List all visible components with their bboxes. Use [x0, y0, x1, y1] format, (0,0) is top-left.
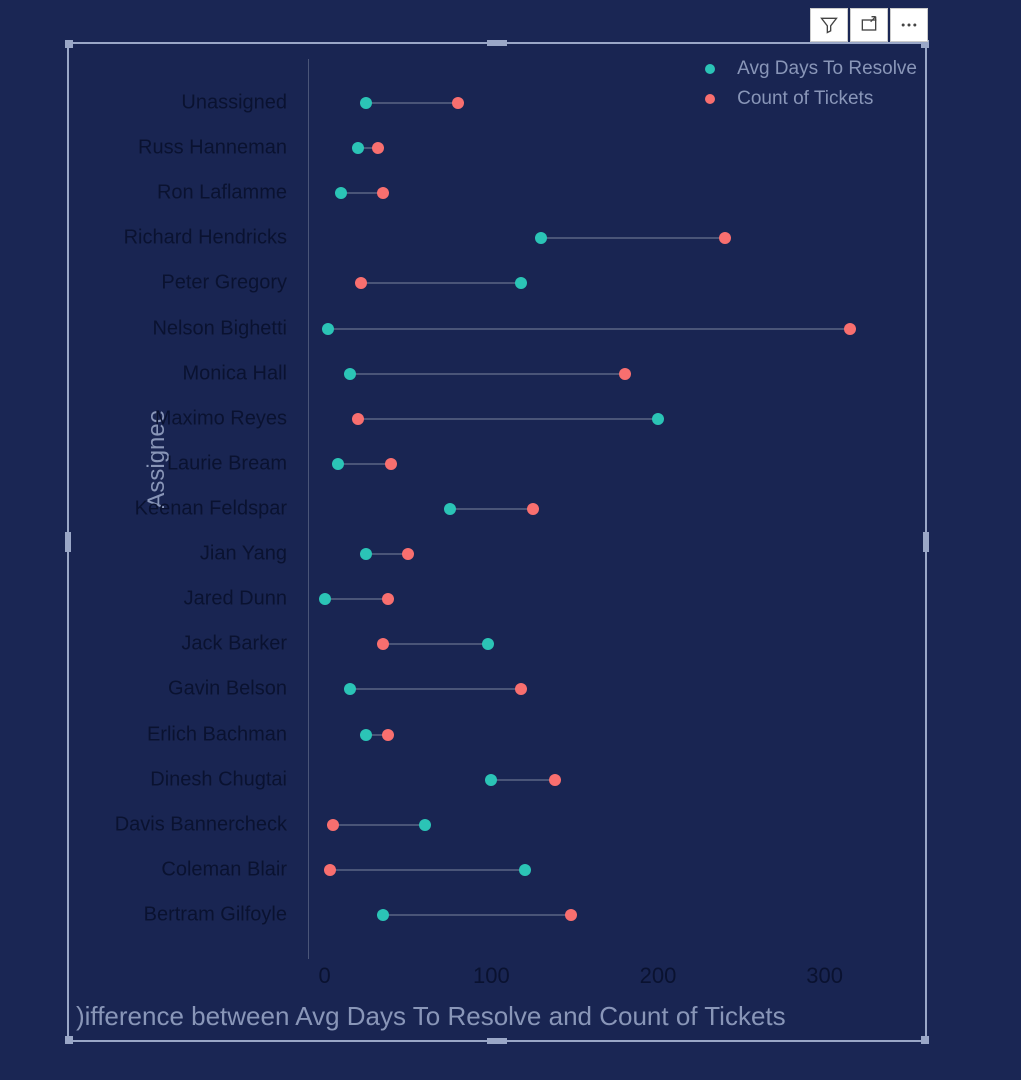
y-axis-label: Laurie Bream — [167, 452, 287, 475]
connector-line — [358, 418, 658, 420]
y-axis-label: Nelson Bighetti — [152, 317, 287, 340]
filter-icon — [819, 15, 839, 35]
x-axis-ticks: 0 100 200 300 — [308, 959, 908, 989]
dot-avg[interactable] — [335, 187, 347, 199]
more-options-button[interactable] — [890, 8, 928, 42]
connector-line — [325, 598, 388, 600]
dot-count[interactable] — [619, 368, 631, 380]
connector-line — [333, 824, 425, 826]
y-axis-label: Monica Hall — [183, 362, 287, 385]
dot-count[interactable] — [324, 864, 336, 876]
dot-count[interactable] — [382, 593, 394, 605]
dot-count[interactable] — [515, 683, 527, 695]
visual-toolbar — [810, 8, 928, 42]
dot-avg[interactable] — [482, 638, 494, 650]
dot-avg[interactable] — [344, 683, 356, 695]
dot-count[interactable] — [719, 232, 731, 244]
resize-handle-b[interactable] — [487, 1038, 507, 1044]
dot-count[interactable] — [355, 277, 367, 289]
resize-handle-t[interactable] — [487, 40, 507, 46]
dot-count[interactable] — [452, 97, 464, 109]
y-axis-label: Gavin Belson — [168, 678, 287, 701]
resize-handle-br[interactable] — [921, 1036, 929, 1044]
x-tick-label: 100 — [473, 963, 510, 989]
ellipsis-icon — [899, 15, 919, 35]
dot-avg[interactable] — [535, 232, 547, 244]
y-axis-label: Maximo Reyes — [155, 407, 287, 430]
y-axis-label: Jian Yang — [200, 543, 287, 566]
dot-avg[interactable] — [377, 909, 389, 921]
x-tick-label: 300 — [806, 963, 843, 989]
connector-line — [330, 869, 525, 871]
dot-avg[interactable] — [319, 593, 331, 605]
dot-avg[interactable] — [652, 413, 664, 425]
plot-area — [308, 59, 908, 959]
y-axis-label: Erlich Bachman — [147, 723, 287, 746]
dot-avg[interactable] — [444, 503, 456, 515]
y-axis-label: Coleman Blair — [161, 858, 287, 881]
dot-count[interactable] — [565, 909, 577, 921]
resize-handle-tl[interactable] — [65, 40, 73, 48]
x-tick-label: 200 — [640, 963, 677, 989]
chart-frame[interactable]: Avg Days To Resolve Count of Tickets Ass… — [67, 42, 927, 1042]
dot-avg[interactable] — [360, 729, 372, 741]
connector-line — [366, 102, 458, 104]
y-axis-label: Ron Laflamme — [157, 182, 287, 205]
dot-avg[interactable] — [360, 97, 372, 109]
dot-count[interactable] — [377, 638, 389, 650]
connector-line — [491, 779, 554, 781]
connector-line — [383, 914, 571, 916]
dot-count[interactable] — [352, 413, 364, 425]
x-axis-title: )ifference between Avg Days To Resolve a… — [76, 1001, 916, 1032]
y-axis-label: Jared Dunn — [184, 588, 287, 611]
dot-count[interactable] — [844, 323, 856, 335]
dot-count[interactable] — [382, 729, 394, 741]
dot-avg[interactable] — [519, 864, 531, 876]
y-axis-label: Dinesh Chugtai — [150, 768, 287, 791]
focus-icon — [859, 15, 879, 35]
y-axis-labels: Unassigned Russ Hanneman Ron Laflamme Richa… — [69, 59, 299, 959]
y-axis-label: Bertram Gilfoyle — [144, 904, 287, 927]
y-axis-label: Unassigned — [181, 92, 287, 115]
connector-line — [350, 688, 522, 690]
filter-button[interactable] — [810, 8, 848, 42]
focus-mode-button[interactable] — [850, 8, 888, 42]
dot-count[interactable] — [527, 503, 539, 515]
dot-count[interactable] — [377, 187, 389, 199]
dot-count[interactable] — [549, 774, 561, 786]
y-axis-label: Davis Bannercheck — [115, 813, 287, 836]
y-axis-label: Peter Gregory — [161, 272, 287, 295]
resize-handle-r[interactable] — [923, 532, 929, 552]
dot-avg[interactable] — [515, 277, 527, 289]
connector-line — [338, 463, 391, 465]
dot-avg[interactable] — [322, 323, 334, 335]
connector-line — [450, 508, 533, 510]
dot-count[interactable] — [385, 458, 397, 470]
y-axis-label: Jack Barker — [181, 633, 287, 656]
connector-line — [383, 643, 488, 645]
y-axis-label: Richard Hendricks — [124, 227, 287, 250]
dot-count[interactable] — [327, 819, 339, 831]
connector-line — [328, 328, 850, 330]
y-axis-label: Keenan Feldspar — [135, 498, 287, 521]
dot-avg[interactable] — [332, 458, 344, 470]
dot-avg[interactable] — [344, 368, 356, 380]
connector-line — [541, 237, 724, 239]
connector-line — [350, 373, 625, 375]
dot-avg[interactable] — [419, 819, 431, 831]
dot-count[interactable] — [372, 142, 384, 154]
dot-avg[interactable] — [352, 142, 364, 154]
dot-avg[interactable] — [360, 548, 372, 560]
y-axis-label: Russ Hanneman — [138, 137, 287, 160]
dot-count[interactable] — [402, 548, 414, 560]
dot-avg[interactable] — [485, 774, 497, 786]
connector-line — [361, 282, 521, 284]
x-tick-label: 0 — [319, 963, 331, 989]
resize-handle-bl[interactable] — [65, 1036, 73, 1044]
